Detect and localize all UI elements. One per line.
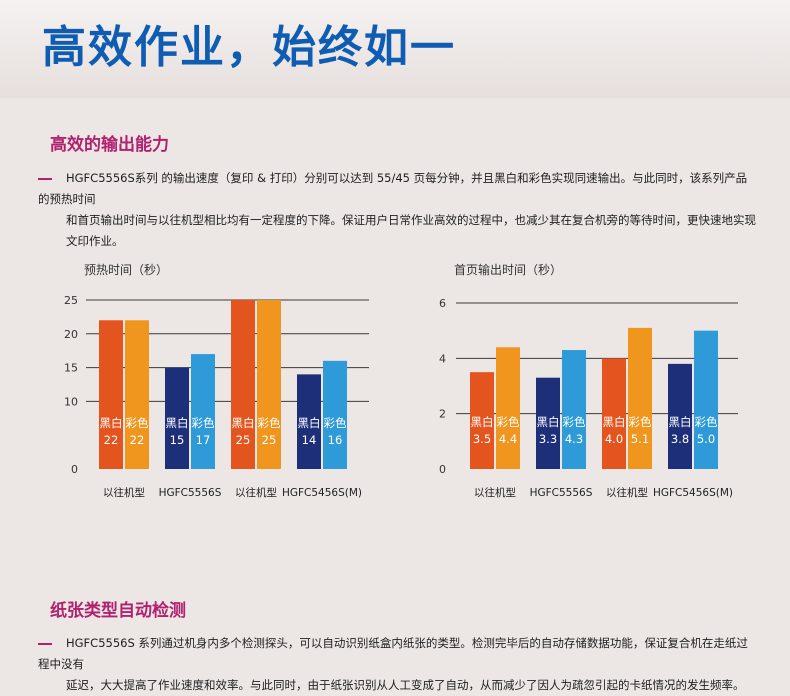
bar xyxy=(562,350,586,469)
bar-value-label: 22 xyxy=(130,433,145,447)
bar-value-label: 15 xyxy=(170,433,185,447)
bar-series-label: 黑白 xyxy=(298,416,321,430)
category-label: 以往机型 xyxy=(103,486,145,499)
accent-dash xyxy=(38,177,52,180)
category-label: 以往机型 xyxy=(606,486,648,499)
bar-series-label: 黑白 xyxy=(471,415,494,429)
category-label: 以往机型 xyxy=(474,486,516,499)
y-tick-label: 15 xyxy=(64,362,78,375)
bar xyxy=(323,360,347,469)
y-tick-label: 2 xyxy=(439,408,446,421)
bar-value-label: 17 xyxy=(196,433,211,447)
section-heading-paper-detect: 纸张类型自动检测 xyxy=(50,601,186,621)
category-label: HGFC5556S xyxy=(159,487,222,499)
category-label: HGFC5556S xyxy=(530,487,593,499)
section-heading-output: 高效的输出能力 xyxy=(50,135,169,155)
bar-value-label: 4.4 xyxy=(499,432,517,446)
bar-series-label: 彩色 xyxy=(324,416,347,430)
bar xyxy=(694,330,718,469)
bar-series-label: 黑白 xyxy=(537,415,560,429)
title-banner xyxy=(0,0,790,98)
y-tick-label: 25 xyxy=(64,294,78,307)
bar-series-label: 黑白 xyxy=(603,415,626,429)
bar-value-label: 22 xyxy=(104,433,119,447)
bar-value-label: 3.5 xyxy=(473,432,491,446)
bar-series-label: 彩色 xyxy=(258,416,281,430)
category-label: HGFC5456S(M) xyxy=(282,487,362,499)
chart-title: 首页输出时间（秒） xyxy=(454,262,562,277)
paragraph-line: 延迟，大大提高了作业速度和效率。与此同时，由于纸张识别从人工变成了自动，从而减少… xyxy=(66,678,745,692)
bar xyxy=(602,358,626,469)
y-tick-label: 6 xyxy=(439,297,446,310)
bar-series-label: 黑白 xyxy=(232,416,255,430)
bar-value-label: 4.3 xyxy=(565,432,583,446)
bar-series-label: 彩色 xyxy=(695,415,718,429)
chart-title: 预热时间（秒） xyxy=(84,263,168,277)
bar xyxy=(297,374,321,469)
bar xyxy=(536,377,560,469)
bar-value-label: 3.8 xyxy=(671,432,689,446)
bar-series-label: 彩色 xyxy=(192,416,215,430)
page-title: 高效作业，始终如一 xyxy=(42,22,456,73)
bar-value-label: 25 xyxy=(262,433,277,447)
chart-first-page-svg: 首页输出时间（秒） 0 2 4 6 黑白 3.5 彩色 4.4 以往机型 黑白 3.3 彩色 4.3 HGF… xyxy=(439,262,738,499)
bar xyxy=(191,354,215,469)
bar-series-label: 黑白 xyxy=(669,415,692,429)
section-paragraph-paper-detect: HGFC5556S 系列通过机身内多个检测探头，可以自动识别纸盒内纸张的类型。检… xyxy=(38,633,758,696)
bar xyxy=(496,347,520,469)
bar-value-label: 5.0 xyxy=(697,432,715,446)
bar-series-label: 彩色 xyxy=(497,415,520,429)
y-tick-label: 0 xyxy=(439,463,446,476)
bar-series-label: 黑白 xyxy=(100,416,123,430)
paragraph-line: HGFC5556S系列 的输出速度（复印 & 打印）分别可以达到 55/45 页… xyxy=(38,171,748,206)
bar xyxy=(165,367,189,469)
bar xyxy=(668,363,692,469)
bar-value-label: 16 xyxy=(328,433,343,447)
bar-series-label: 彩色 xyxy=(629,415,652,429)
bar-value-label: 4.0 xyxy=(605,432,623,446)
bar-series-label: 彩色 xyxy=(563,415,586,429)
bar-series-label: 黑白 xyxy=(166,416,189,430)
bar-value-label: 3.3 xyxy=(539,432,557,446)
accent-dash xyxy=(38,642,52,645)
category-label: 以往机型 xyxy=(235,486,277,499)
bar xyxy=(470,372,494,469)
category-label: HGFC5456S(M) xyxy=(653,487,733,499)
section-paragraph-output: HGFC5556S系列 的输出速度（复印 & 打印）分别可以达到 55/45 页… xyxy=(38,168,758,252)
paragraph-line: HGFC5556S 系列通过机身内多个检测探头，可以自动识别纸盒内纸张的类型。检… xyxy=(38,636,748,671)
bar xyxy=(231,300,255,469)
y-tick-label: 0 xyxy=(71,463,78,476)
chart-warmup-time: 预热时间（秒） 0 10 15 20 25 黑白 22 彩色 22 以往机型 黑白 15 彩色 17 HGFC… xyxy=(56,258,386,508)
bar-value-label: 14 xyxy=(302,433,317,447)
bar-value-label: 25 xyxy=(236,433,251,447)
bar xyxy=(99,320,123,469)
bar-value-label: 5.1 xyxy=(631,432,649,446)
paragraph-line: 和首页输出时间与以往机型相比均有一定程度的下降。保证用户日常作业高效的过程中，也… xyxy=(66,213,756,248)
y-tick-label: 4 xyxy=(439,352,446,365)
bar xyxy=(628,327,652,469)
y-tick-label: 10 xyxy=(64,395,78,408)
bar-series-label: 彩色 xyxy=(126,416,149,430)
chart-first-page-time: 首页输出时间（秒） 0 2 4 6 黑白 3.5 彩色 4.4 以往机型 黑白 3.3 彩色 4.3 HGF… xyxy=(424,258,754,508)
bar xyxy=(125,320,149,469)
chart-warmup-svg: 预热时间（秒） 0 10 15 20 25 黑白 22 彩色 22 以往机型 黑白 15 彩色 17 HGFC… xyxy=(64,263,369,499)
y-tick-label: 20 xyxy=(64,328,78,341)
bar xyxy=(257,300,281,469)
